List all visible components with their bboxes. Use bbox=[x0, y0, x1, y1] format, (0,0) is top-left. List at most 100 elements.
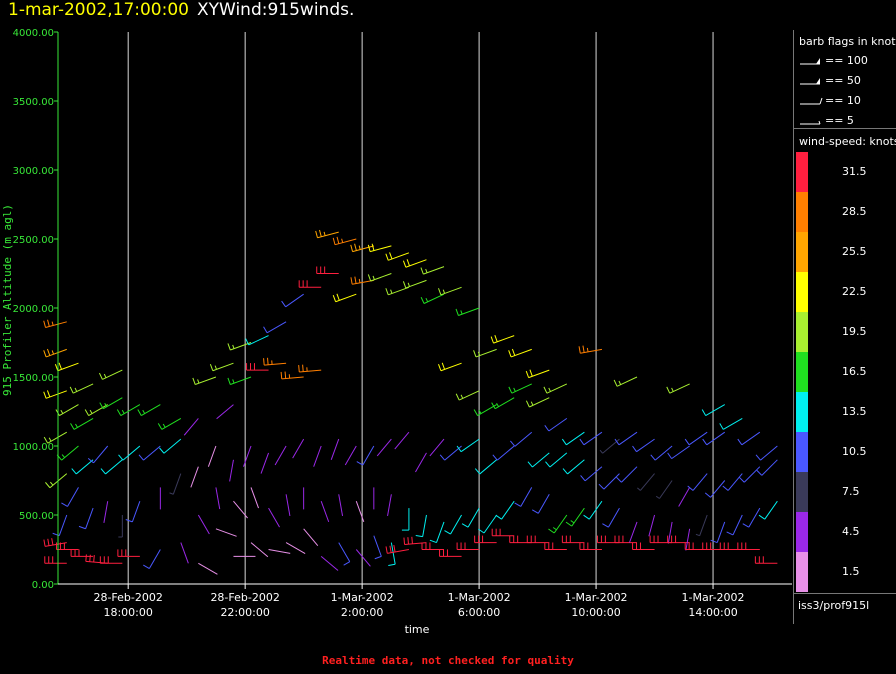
barb-feather bbox=[529, 369, 533, 377]
barb-feather bbox=[667, 452, 673, 459]
barb-feather bbox=[385, 288, 389, 295]
barb-feather bbox=[411, 536, 413, 544]
barb-symbol-icon bbox=[800, 78, 820, 85]
barb-feather bbox=[637, 487, 641, 491]
wind-barb bbox=[303, 528, 319, 546]
barb-staff bbox=[404, 542, 427, 546]
barb-staff bbox=[120, 404, 141, 417]
wind-barb bbox=[402, 259, 427, 268]
wind-barb bbox=[684, 431, 708, 446]
wind-barb bbox=[78, 507, 94, 530]
barb-feather bbox=[586, 347, 589, 352]
barb-feather bbox=[209, 363, 214, 371]
barb-feather bbox=[579, 438, 585, 446]
barb-feather bbox=[121, 409, 125, 414]
wind-barb bbox=[316, 266, 339, 274]
barb-feather bbox=[742, 523, 750, 528]
wind-barb bbox=[71, 459, 94, 475]
wind-barb bbox=[525, 369, 550, 379]
wind-barb bbox=[578, 345, 603, 354]
barb-feather bbox=[284, 371, 287, 379]
wind-barb bbox=[385, 544, 410, 554]
barb-feather bbox=[655, 495, 660, 499]
barb-staff bbox=[143, 445, 161, 461]
wind-barb bbox=[45, 473, 68, 489]
barb-feather bbox=[461, 523, 469, 528]
barb-feather bbox=[722, 485, 729, 491]
wind-barb bbox=[543, 383, 568, 394]
barb-staff bbox=[163, 438, 182, 454]
barb-feather bbox=[613, 379, 618, 387]
barb-staff bbox=[608, 507, 620, 528]
barb-staff bbox=[105, 459, 123, 475]
barb-feather bbox=[710, 539, 718, 544]
barb-feather bbox=[99, 402, 104, 409]
barb-staff bbox=[268, 507, 280, 528]
barb-feather bbox=[618, 380, 622, 385]
wind-barb bbox=[56, 445, 79, 461]
barb-feather bbox=[104, 403, 108, 407]
barb-staff bbox=[667, 521, 673, 544]
barb-staff bbox=[440, 362, 462, 372]
barb-legend-title: barb flags in knots bbox=[799, 35, 896, 48]
title-datetime: 1-mar-2002,17:00:00 bbox=[8, 0, 189, 20]
barb-staff bbox=[761, 459, 778, 476]
wind-barb bbox=[561, 431, 585, 446]
wind-barb bbox=[118, 515, 123, 538]
barb-staff bbox=[429, 438, 445, 457]
barb-staff bbox=[233, 500, 248, 519]
barb-feather bbox=[614, 438, 620, 446]
barb-feather bbox=[544, 424, 550, 432]
wind-barb bbox=[583, 500, 603, 520]
barb-staff bbox=[688, 431, 708, 446]
barb-staff bbox=[659, 480, 673, 499]
barb-feather bbox=[232, 344, 235, 349]
barb-feather bbox=[755, 454, 761, 461]
wind-barb bbox=[421, 542, 445, 550]
barb-feather bbox=[374, 555, 382, 560]
barb-feather bbox=[407, 282, 410, 287]
barb-feather bbox=[343, 561, 350, 566]
barb-feather bbox=[403, 537, 406, 545]
barb-staff bbox=[743, 466, 761, 483]
wind-barb bbox=[355, 549, 371, 567]
barb-staff bbox=[197, 514, 210, 535]
wind-barb bbox=[667, 445, 690, 460]
colorbar-label: 7.5 bbox=[842, 485, 860, 498]
barb-feather bbox=[48, 437, 52, 442]
barb-feather bbox=[350, 277, 353, 285]
barb-feather bbox=[477, 351, 481, 356]
wind-barb bbox=[525, 397, 550, 408]
barb-staff bbox=[584, 466, 603, 482]
barb-staff bbox=[588, 500, 603, 520]
x-tick-label-time: 2:00:00 bbox=[341, 606, 383, 619]
barb-staff bbox=[629, 521, 638, 543]
wind-barb bbox=[143, 549, 161, 569]
barb-feather bbox=[143, 564, 150, 569]
barb-feather bbox=[51, 350, 55, 355]
barb-feather bbox=[701, 409, 707, 416]
barb-staff bbox=[285, 542, 306, 555]
data-source-label: iss3/prof915l bbox=[798, 599, 870, 612]
barb-staff bbox=[93, 445, 109, 464]
wind-barb bbox=[356, 445, 375, 466]
wind-barb bbox=[614, 535, 638, 544]
barb-staff bbox=[616, 376, 638, 387]
wind-barb bbox=[330, 438, 340, 460]
barb-feather bbox=[159, 447, 165, 454]
wind-barb bbox=[438, 286, 462, 296]
barb-feather bbox=[46, 390, 51, 398]
wind-barb bbox=[43, 390, 67, 399]
barb-staff bbox=[748, 507, 761, 528]
barb-feather bbox=[429, 539, 437, 544]
barb-staff bbox=[212, 362, 234, 372]
barb-staff bbox=[621, 466, 638, 483]
barb-staff bbox=[355, 549, 371, 567]
barb-feather bbox=[510, 440, 516, 447]
wind-barb bbox=[263, 321, 287, 334]
barb-feather bbox=[455, 393, 460, 401]
barb-feather bbox=[565, 521, 573, 527]
wind-barb bbox=[137, 404, 161, 417]
barb-feather bbox=[738, 476, 745, 483]
barb-staff bbox=[388, 252, 410, 261]
